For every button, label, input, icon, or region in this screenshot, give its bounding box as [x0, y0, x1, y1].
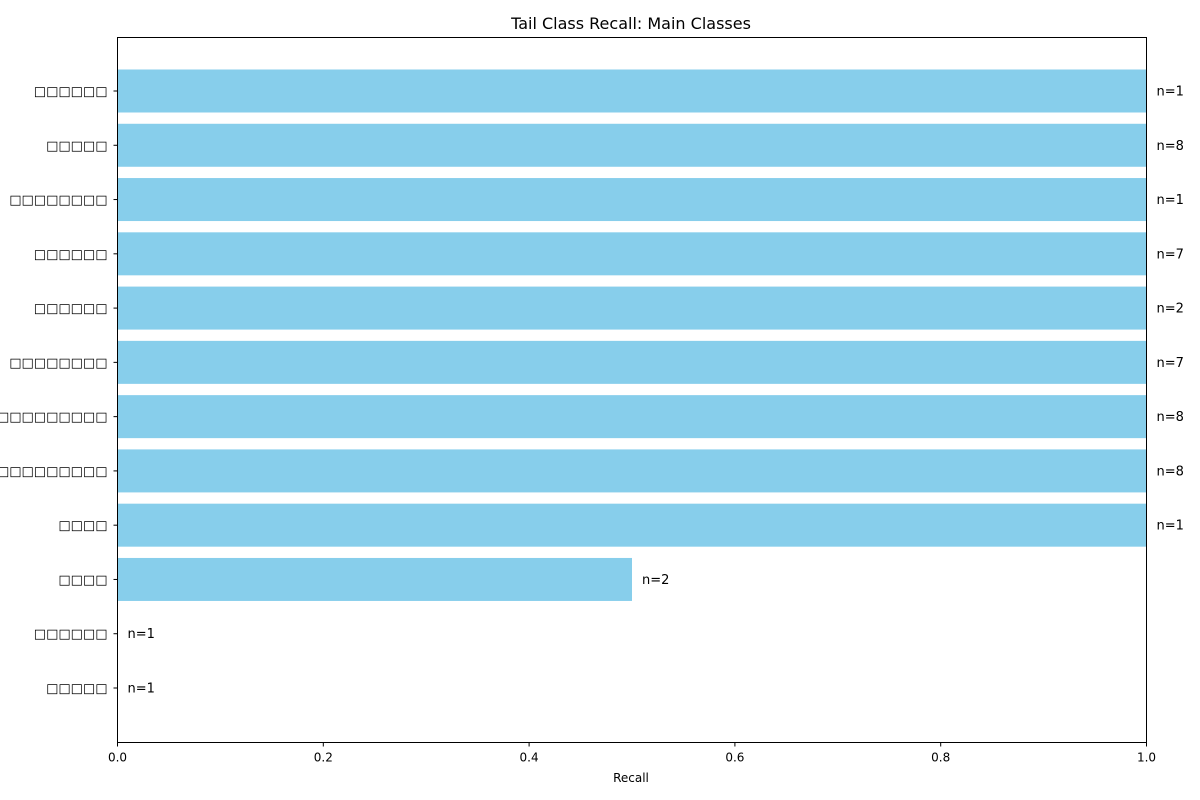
bar: [117, 232, 1147, 276]
plot-frame: [117, 37, 1147, 743]
y-axis: □□□□□□□□□□□□□□□□□□□□□□□□□□□□□□□□□□□□□□□□…: [0, 85, 118, 697]
bar: [117, 123, 1147, 167]
bar: [117, 340, 1147, 384]
x-tick-label: 0.4: [520, 751, 539, 765]
bar: [117, 178, 1147, 222]
x-tick-label: 0.8: [931, 751, 950, 765]
bar-count-label: n=8: [1157, 410, 1184, 425]
bar: [117, 395, 1147, 439]
bar: [117, 557, 632, 601]
bar: [117, 286, 1147, 330]
x-tick-label: 0.0: [108, 751, 127, 765]
bar-count-label: n=1: [1157, 519, 1184, 534]
bar: [117, 69, 1147, 113]
bar-count-label: n=1: [1157, 193, 1184, 208]
chart-title: Tail Class Recall: Main Classes: [510, 14, 751, 33]
x-tick-label: 0.2: [314, 751, 333, 765]
y-tick-label: □□□□□: [46, 682, 107, 697]
y-tick-label: □□□□□□□□□□□: [0, 464, 108, 479]
bar-count-label: n=8: [1157, 464, 1184, 479]
x-tick-label: 0.6: [725, 751, 744, 765]
x-axis-label: Recall: [613, 771, 649, 785]
y-tick-label: □□□□□□□□: [9, 356, 107, 371]
bar-count-label: n=2: [642, 573, 669, 588]
bar-count-label: n=1: [128, 627, 155, 642]
bar-count-label: n=1: [1157, 85, 1184, 100]
y-tick-label: □□□□□□: [34, 302, 108, 317]
bar-count-label: n=8: [1157, 139, 1184, 154]
y-tick-label: □□□□□: [46, 139, 107, 154]
bar: [117, 449, 1147, 493]
y-tick-label: □□□□□□□□□: [0, 410, 108, 425]
y-tick-label: □□□□: [58, 519, 107, 534]
x-tick-label: 1.0: [1137, 751, 1156, 765]
y-tick-label: □□□□□□□□: [9, 193, 107, 208]
x-axis: 0.0 0.2 0.4 0.6 0.8 1.0: [108, 742, 1156, 765]
bar-labels-layer: n=1 n=8 n=1 n=7 n=2 n=7 n=8 n=8 n=1 n=2 n=1 n=1: [128, 85, 1184, 697]
bar-count-label: n=7: [1157, 356, 1184, 371]
bar-count-label: n=1: [128, 682, 155, 697]
y-tick-label: □□□□: [58, 573, 107, 588]
y-tick-label: □□□□□□: [34, 247, 108, 262]
y-tick-label: □□□□□□: [34, 85, 108, 100]
bar-count-label: n=7: [1157, 247, 1184, 262]
bars-layer: [117, 69, 1147, 601]
bar: [117, 503, 1147, 547]
bar-count-label: n=2: [1157, 302, 1184, 317]
y-tick-label: □□□□□□: [34, 627, 108, 642]
